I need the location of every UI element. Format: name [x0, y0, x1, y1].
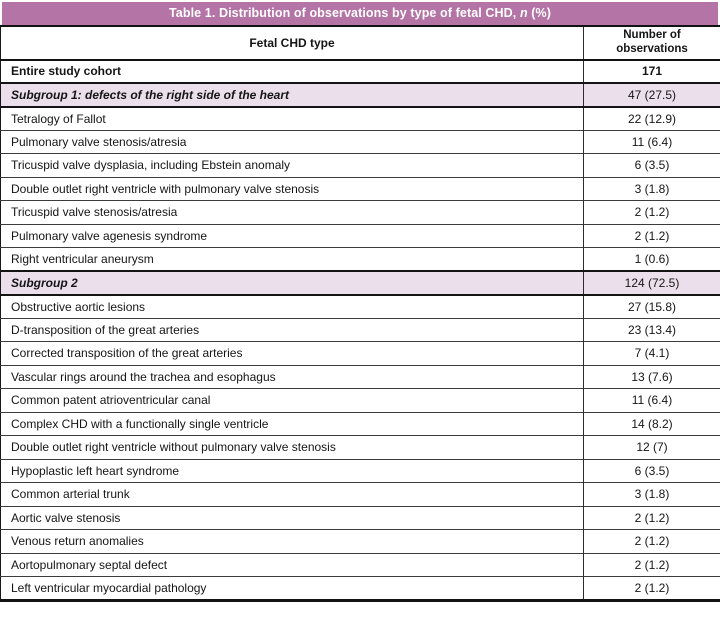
fetal-chd-type-cell: Vascular rings around the trachea and es… [0, 364, 584, 389]
fetal-chd-type-cell: Corrected transposition of the great art… [0, 341, 584, 366]
fetal-chd-type-cell: Tricuspid valve dysplasia, including Ebs… [0, 153, 584, 178]
table-title-bar: Table 1. Distribution of observations by… [2, 2, 718, 25]
observations-cell: 2 (1.2) [583, 576, 720, 601]
column-header-number-of-observations: Number of observations [583, 26, 720, 61]
observations-cell: 6 (3.5) [583, 153, 720, 178]
fetal-chd-type-cell: Obstructive aortic lesions [0, 294, 584, 319]
table-title-prefix: Table 1. Distribution of observations by… [168, 6, 520, 20]
column-header-fetal-chd-type: Fetal CHD type [0, 26, 584, 61]
table-row: Tricuspid valve dysplasia, including Ebs… [0, 153, 720, 178]
fetal-chd-type-cell: Complex CHD with a functionally single v… [0, 411, 584, 436]
fetal-chd-type-cell: Common patent atrioventricular canal [0, 388, 584, 413]
table-title-italic-n: n [519, 6, 528, 20]
table-row: Subgroup 2 124 (72.5) [0, 270, 720, 296]
table-row: Obstructive aortic lesions 27 (15.8) [0, 294, 720, 319]
fetal-chd-type-cell: Subgroup 1: defects of the right side of… [0, 82, 584, 108]
observations-cell: 2 (1.2) [583, 200, 720, 225]
observations-cell: 2 (1.2) [583, 505, 720, 530]
table-row: Left ventricular myocardial pathology 2 (… [0, 576, 720, 601]
observations-cell: 1 (0.6) [583, 247, 720, 272]
table-row: D-transposition of the great arteries 23 … [0, 317, 720, 342]
fetal-chd-type-cell: Entire study cohort [0, 59, 584, 84]
observations-cell: 124 (72.5) [583, 270, 720, 296]
observations-cell: 6 (3.5) [583, 458, 720, 483]
fetal-chd-type-cell: D-transposition of the great arteries [0, 317, 584, 342]
observations-cell: 11 (6.4) [583, 129, 720, 154]
table-row: Pulmonary valve agenesis syndrome 2 (1.2) [0, 223, 720, 248]
table-body: Entire study cohort 171 Subgroup 1: defect… [0, 59, 720, 601]
observations-cell: 14 (8.2) [583, 411, 720, 436]
table-row: Hypoplastic left heart syndrome 6 (3.5) [0, 458, 720, 483]
observations-cell: 7 (4.1) [583, 341, 720, 366]
table-row: Aortic valve stenosis 2 (1.2) [0, 505, 720, 530]
observations-cell: 2 (1.2) [583, 223, 720, 248]
table-row: Subgroup 1: defects of the right side of… [0, 82, 720, 108]
table-row: Tetralogy of Fallot 22 (12.9) [0, 106, 720, 131]
fetal-chd-type-cell: Double outlet right ventricle with pulmo… [0, 176, 584, 201]
table-row: Venous return anomalies 2 (1.2) [0, 529, 720, 554]
table-title: Table 1. Distribution of observations by… [169, 6, 551, 20]
fetal-chd-type-cell: Common arterial trunk [0, 482, 584, 507]
table-row: Double outlet right ventricle with pulmo… [0, 176, 720, 201]
fetal-chd-type-cell: Subgroup 2 [0, 270, 584, 296]
header-row: Fetal CHD type Number of observations [0, 26, 720, 61]
table-row: Aortopulmonary septal defect 2 (1.2) [0, 552, 720, 577]
observations-cell: 171 [583, 59, 720, 84]
observations-cell: 47 (27.5) [583, 82, 720, 108]
table-row: Tricuspid valve stenosis/atresia 2 (1.2) [0, 200, 720, 225]
table-row: Entire study cohort 171 [0, 59, 720, 84]
observations-cell: 23 (13.4) [583, 317, 720, 342]
fetal-chd-type-cell: Double outlet right ventricle without pu… [0, 435, 584, 460]
table-row: Right ventricular aneurysm 1 (0.6) [0, 247, 720, 272]
fetal-chd-type-cell: Aortic valve stenosis [0, 505, 584, 530]
fetal-chd-type-cell: Hypoplastic left heart syndrome [0, 458, 584, 483]
observations-cell: 11 (6.4) [583, 388, 720, 413]
observations-cell: 13 (7.6) [583, 364, 720, 389]
table-row: Common arterial trunk 3 (1.8) [0, 482, 720, 507]
table-row: Vascular rings around the trachea and es… [0, 364, 720, 389]
observations-cell: 3 (1.8) [583, 176, 720, 201]
fetal-chd-type-cell: Venous return anomalies [0, 529, 584, 554]
fetal-chd-type-cell: Left ventricular myocardial pathology [0, 576, 584, 601]
table-row: Corrected transposition of the great art… [0, 341, 720, 366]
chd-distribution-table: Fetal CHD type Number of observations En… [0, 25, 720, 602]
fetal-chd-type-cell: Aortopulmonary septal defect [0, 552, 584, 577]
fetal-chd-type-cell: Pulmonary valve stenosis/atresia [0, 129, 584, 154]
fetal-chd-type-cell: Tetralogy of Fallot [0, 106, 584, 131]
observations-cell: 27 (15.8) [583, 294, 720, 319]
table-row: Double outlet right ventricle without pu… [0, 435, 720, 460]
observations-cell: 2 (1.2) [583, 552, 720, 577]
fetal-chd-type-cell: Right ventricular aneurysm [0, 247, 584, 272]
observations-cell: 12 (7) [583, 435, 720, 460]
fetal-chd-type-cell: Pulmonary valve agenesis syndrome [0, 223, 584, 248]
table-row: Common patent atrioventricular canal 11 (… [0, 388, 720, 413]
fetal-chd-type-cell: Tricuspid valve stenosis/atresia [0, 200, 584, 225]
observations-cell: 22 (12.9) [583, 106, 720, 131]
observations-cell: 3 (1.8) [583, 482, 720, 507]
table-row: Complex CHD with a functionally single v… [0, 411, 720, 436]
observations-cell: 2 (1.2) [583, 529, 720, 554]
table-row: Pulmonary valve stenosis/atresia 11 (6.4) [0, 129, 720, 154]
table-title-suffix: (%) [527, 6, 552, 20]
